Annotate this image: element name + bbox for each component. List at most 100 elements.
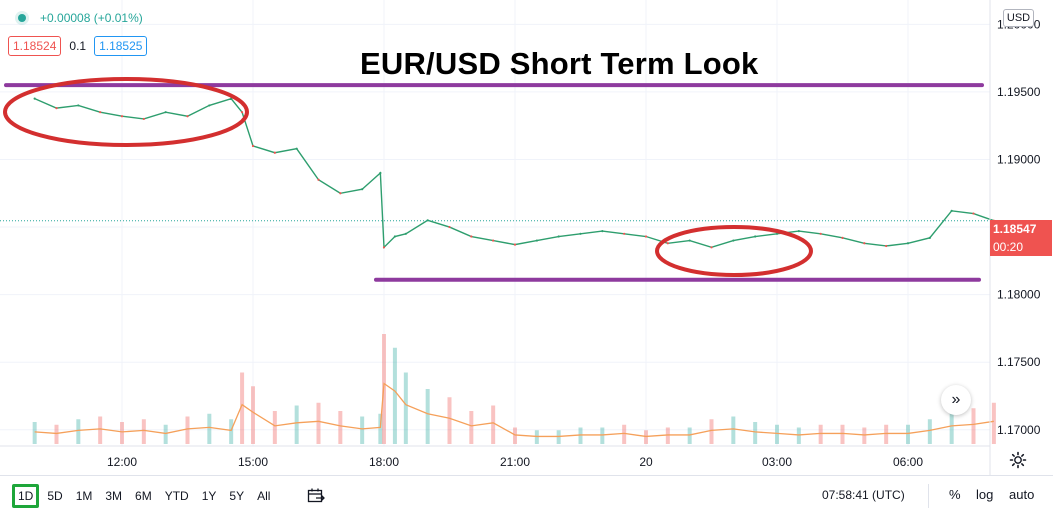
volume-bar xyxy=(163,424,168,444)
symbol-change-info: +0.00008 (+0.01%) xyxy=(8,8,143,28)
price-point xyxy=(710,246,713,249)
y-tick-label: 1.19500 xyxy=(997,85,1041,99)
volume-bar xyxy=(338,411,343,444)
price-point xyxy=(240,111,244,114)
volume-bar xyxy=(447,397,452,444)
range-5y-button[interactable]: 5Y xyxy=(229,488,245,503)
percent-scale-toggle[interactable]: % xyxy=(949,487,961,502)
price-point xyxy=(623,232,626,235)
price-point xyxy=(950,209,953,212)
volume-bar xyxy=(622,424,627,444)
volume-bar xyxy=(578,427,583,444)
range-6m-button[interactable]: 6M xyxy=(135,488,152,503)
volume-bar xyxy=(360,416,365,444)
last-price-tag: 1.18547 xyxy=(990,220,1052,238)
price-point xyxy=(797,230,800,233)
log-scale-toggle[interactable]: log xyxy=(976,487,994,502)
volume-bar xyxy=(709,419,714,444)
live-status-icon xyxy=(18,14,26,22)
quote-panel: 1.18524 0.1 1.18525 xyxy=(8,36,148,56)
volume-ma-line xyxy=(34,382,994,438)
x-tick-label: 03:00 xyxy=(762,455,792,469)
range-1y-button[interactable]: 1Y xyxy=(201,488,217,503)
x-tick-label: 06:00 xyxy=(893,455,923,469)
price-line xyxy=(34,97,995,249)
price-point xyxy=(601,230,604,233)
price-point xyxy=(775,232,779,235)
price-point xyxy=(77,104,80,107)
volume-bar xyxy=(687,427,692,444)
volume-bar xyxy=(665,427,670,444)
x-tick-label: 21:00 xyxy=(500,455,530,469)
price-point xyxy=(164,111,167,114)
price-point xyxy=(142,117,145,121)
volume-bar xyxy=(840,424,845,444)
price-point xyxy=(339,192,342,195)
scroll-to-realtime-button[interactable]: » xyxy=(941,385,971,415)
volume-bar xyxy=(949,411,954,444)
price-point xyxy=(492,239,495,242)
bottom-toolbar: 1D 5D 1M 3M 6M YTD 1Y 5Y All 07:58:41 (U… xyxy=(0,475,1053,515)
bar-countdown-tag: 00:20 xyxy=(990,238,1052,256)
price-point xyxy=(448,225,451,229)
range-3m-button[interactable]: 3M xyxy=(105,488,123,503)
volume-bar xyxy=(378,413,383,444)
x-tick-label: 12:00 xyxy=(107,455,137,469)
x-tick-label: 15:00 xyxy=(238,455,268,469)
volume-bar xyxy=(392,347,397,444)
price-point xyxy=(426,219,429,222)
volume-bar xyxy=(884,424,889,444)
range-5d-button[interactable]: 5D xyxy=(47,488,63,503)
volume-bar xyxy=(120,422,124,444)
range-1d-button[interactable]: 1D xyxy=(12,483,40,508)
y-tick-label: 1.19000 xyxy=(997,152,1041,166)
price-point xyxy=(644,235,648,238)
volume-bar xyxy=(927,419,932,444)
volume-bar xyxy=(32,422,37,444)
x-tick-label: 18:00 xyxy=(369,455,399,469)
currency-badge[interactable]: USD xyxy=(1003,9,1034,27)
volume-bar xyxy=(185,416,190,444)
y-tick-label: 1.17500 xyxy=(997,355,1041,369)
price-point xyxy=(393,235,397,238)
sell-price-button[interactable]: 1.18524 xyxy=(8,36,62,56)
price-point xyxy=(535,239,538,242)
chart-title: EUR/USD Short Term Look xyxy=(360,46,759,81)
utc-clock[interactable]: 07:58:41 (UTC) xyxy=(822,488,905,502)
volume-bar xyxy=(513,427,517,444)
price-point xyxy=(295,147,298,150)
volume-bar xyxy=(141,419,146,444)
range-ytd-button[interactable]: YTD xyxy=(164,488,189,503)
range-all-button[interactable]: All xyxy=(257,488,271,503)
volume-bar xyxy=(316,402,321,444)
price-point xyxy=(906,242,910,245)
volume-bar xyxy=(644,430,648,444)
auto-scale-toggle[interactable]: auto xyxy=(1009,487,1035,502)
volume-bars xyxy=(32,334,996,444)
volume-bar xyxy=(862,427,867,444)
go-to-date-icon[interactable] xyxy=(306,486,326,506)
price-point xyxy=(208,104,211,107)
range-1m-button[interactable]: 1M xyxy=(75,488,93,503)
price-point xyxy=(382,246,386,249)
settings-gear-icon[interactable] xyxy=(1008,450,1028,470)
price-point xyxy=(361,188,364,191)
volume-bar xyxy=(818,424,823,444)
price-point xyxy=(379,171,382,175)
volume-bar xyxy=(971,408,976,444)
price-point xyxy=(579,232,582,235)
price-point xyxy=(99,111,102,114)
price-point xyxy=(972,212,975,215)
volume-bar xyxy=(731,416,736,444)
volume-bar xyxy=(556,430,561,444)
volume-bar xyxy=(403,372,408,444)
volume-bar xyxy=(54,424,59,444)
price-point xyxy=(251,144,255,148)
volume-bar xyxy=(272,411,277,444)
volume-bar xyxy=(600,427,605,444)
price-point xyxy=(273,151,276,154)
price-point xyxy=(557,235,560,238)
buy-price-button[interactable]: 1.18525 xyxy=(94,36,148,56)
price-point xyxy=(863,242,866,245)
volume-bar xyxy=(469,411,474,444)
